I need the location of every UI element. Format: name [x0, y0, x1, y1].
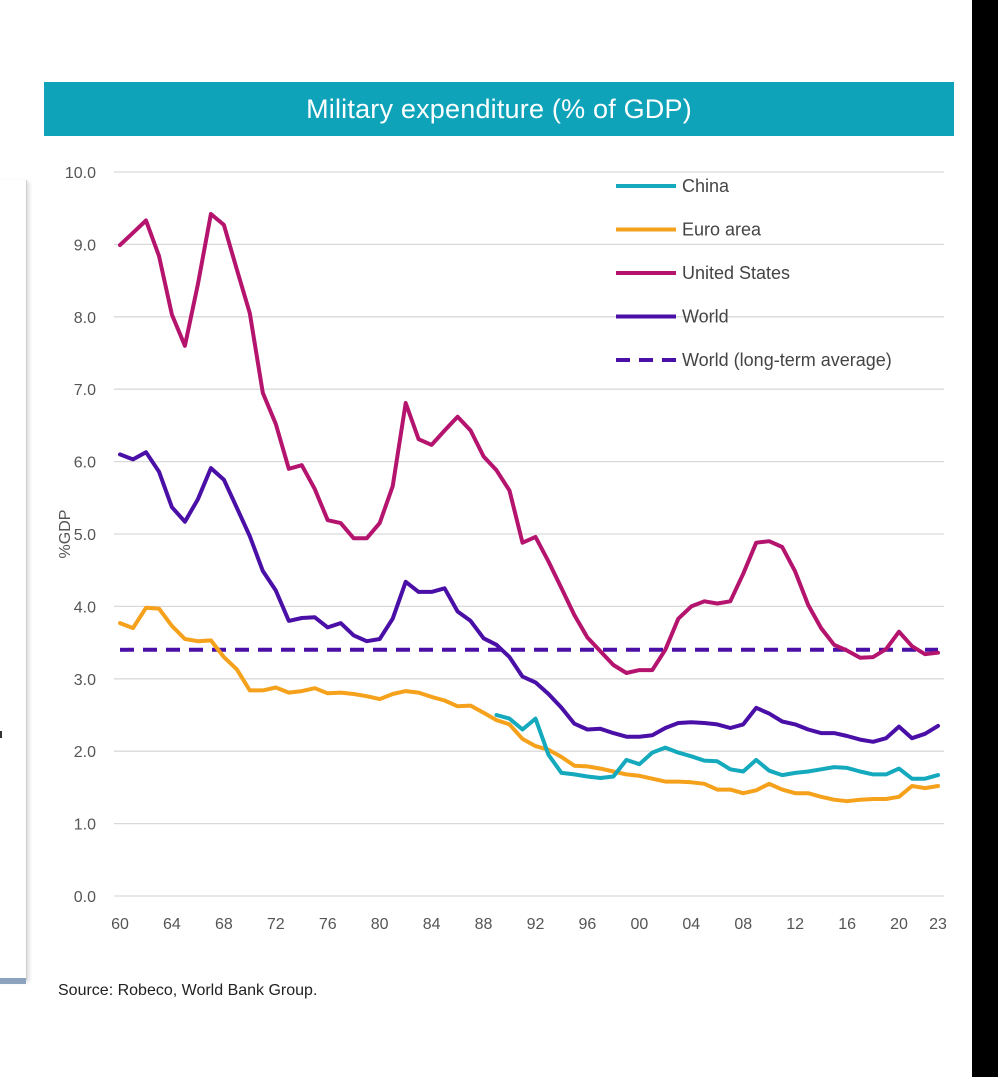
y-tick-label: 8.0 [74, 310, 96, 327]
x-tick-label: 12 [786, 916, 804, 933]
legend-label: Euro area [682, 220, 762, 240]
series-line-china [494, 713, 940, 781]
x-tick-label: 84 [423, 916, 441, 933]
x-tick-label: 88 [475, 916, 493, 933]
y-tick-label: 1.0 [74, 817, 96, 834]
x-tick-label: 08 [734, 916, 752, 933]
y-axis-title: %GDP [57, 510, 74, 559]
x-tick-label: 72 [267, 916, 285, 933]
x-tick-label: 16 [838, 916, 856, 933]
x-tick-label: 64 [163, 916, 181, 933]
right-black-bar [972, 0, 998, 1077]
x-tick-label: 80 [371, 916, 389, 933]
x-tick-label: 00 [630, 916, 648, 933]
x-tick-label: 96 [579, 916, 597, 933]
left-panel-mark [0, 731, 2, 738]
source-note: Source: Robeco, World Bank Group. [58, 982, 318, 999]
legend-label: World [682, 307, 729, 327]
chart-title: Military expenditure (% of GDP) [44, 82, 954, 136]
y-tick-label: 10.0 [65, 165, 96, 182]
y-tick-label: 5.0 [74, 527, 96, 544]
x-tick-label: 92 [527, 916, 545, 933]
y-tick-label: 9.0 [74, 237, 96, 254]
series-line-euro-area [118, 605, 940, 804]
left-panel-edge [0, 180, 27, 980]
line-chart: 0.0 1.0 2.0 3.0 4.0 5.0 6.0 7.0 8.0 9.0 10.0 60 64 68… [57, 165, 947, 933]
legend-label: China [682, 176, 730, 196]
x-tick-label: 23 [929, 916, 947, 933]
x-tick-label: 76 [319, 916, 337, 933]
series-line-united-states [118, 212, 940, 675]
legend-label: United States [682, 263, 790, 283]
series-line-world [118, 450, 940, 744]
x-tick-label: 60 [111, 916, 129, 933]
y-tick-label: 2.0 [74, 744, 96, 761]
y-tick-label: 7.0 [74, 382, 96, 399]
y-tick-label: 3.0 [74, 672, 96, 689]
left-panel-strip [0, 978, 26, 984]
x-tick-label: 20 [890, 916, 908, 933]
x-tick-label: 68 [215, 916, 233, 933]
y-tick-label: 4.0 [74, 599, 96, 616]
legend-label: World (long-term average) [682, 350, 892, 370]
x-tick-label: 04 [682, 916, 700, 933]
y-tick-label: 0.0 [74, 889, 96, 906]
y-tick-label: 6.0 [74, 455, 96, 472]
